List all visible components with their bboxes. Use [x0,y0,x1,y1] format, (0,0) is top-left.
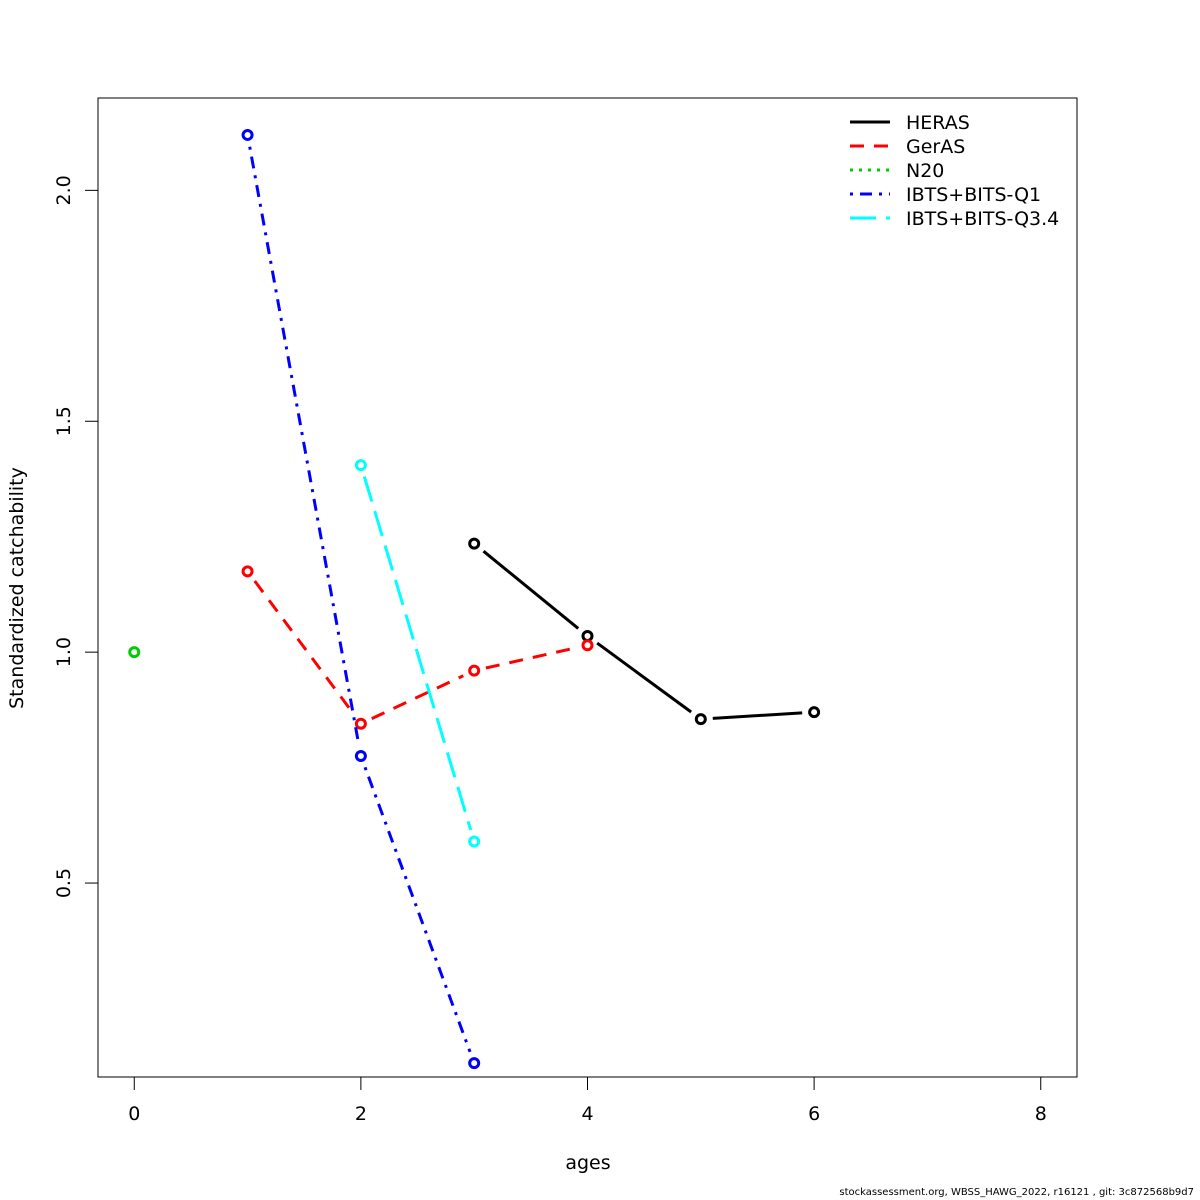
y-tick-label: 1.0 [53,637,75,667]
footer-credit: stockassessment.org, WBSS_HAWG_2022, r16… [839,1187,1194,1198]
y-axis: 0.5 1.0 1.5 2.0 [53,175,99,898]
x-tick-label: 0 [128,1103,140,1125]
series-heras [468,537,821,726]
series-n20 [128,646,141,659]
series-layer [128,128,821,1070]
series-line-segment [248,146,361,745]
data-point [354,750,367,763]
y-tick-label: 0.5 [53,868,75,898]
series-line-segment [596,641,693,714]
data-point [581,629,594,642]
legend-label: IBTS+BITS-Q3.4 [906,208,1059,230]
legend-label: N20 [906,160,944,182]
data-point [241,128,254,141]
series-line-segment [362,476,473,831]
series-line-segment [712,711,803,720]
y-axis-label: Standardized catchability [6,467,28,709]
series-geras [241,565,594,730]
data-point [241,565,254,578]
data-point [128,646,141,659]
legend-label: GerAS [906,136,965,158]
data-point [354,459,367,472]
series-line-segment [485,646,577,670]
y-tick-label: 2.0 [53,175,75,205]
series-line-segment [253,580,355,715]
x-tick-label: 6 [808,1103,820,1125]
x-tick-label: 4 [581,1103,593,1125]
x-axis-label: ages [565,1152,610,1174]
data-point [468,537,481,550]
y-tick-label: 1.5 [53,406,75,436]
data-point [808,706,821,719]
data-point [694,713,707,726]
plot-frame [97,97,1078,1078]
data-point [354,717,367,730]
data-point [468,1057,481,1070]
series-ibts-bits-q3-4 [354,459,481,848]
x-tick-label: 2 [355,1103,367,1125]
data-point [468,835,481,848]
series-ibts-bits-q1 [241,128,481,1070]
data-point [468,664,481,677]
x-axis: 0 2 4 6 8 [128,1076,1047,1125]
series-line-segment [371,674,464,720]
series-line-segment [363,766,472,1053]
x-tick-label: 8 [1035,1103,1047,1125]
series-line-segment [482,550,580,630]
legend-label: IBTS+BITS-Q1 [906,184,1041,206]
data-point [581,639,594,652]
legend-label: HERAS [906,112,970,134]
